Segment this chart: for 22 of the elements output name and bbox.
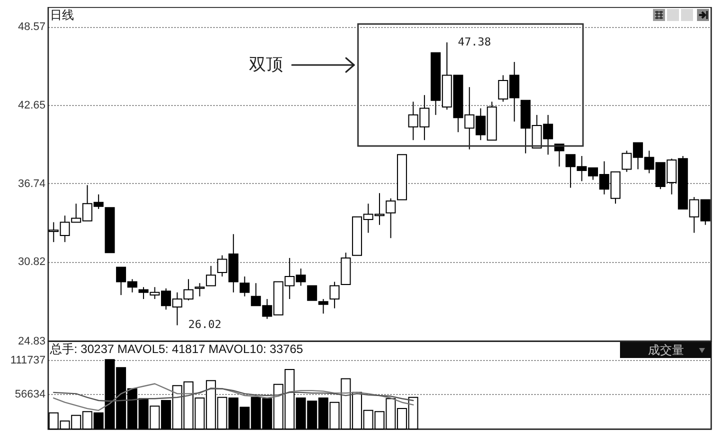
y-tick-label: 36.74 bbox=[18, 178, 46, 190]
chart-title: 总手: 30237 MAVOL5: 41817 MAVOL10: 33765 bbox=[49, 342, 304, 356]
chart-title: 日线 bbox=[50, 8, 74, 22]
annotation: 26.02 bbox=[188, 318, 222, 332]
candlestick bbox=[307, 285, 318, 301]
candlestick bbox=[386, 198, 396, 239]
annotation: 成交量 bbox=[648, 342, 684, 358]
annotation: 双顶 bbox=[249, 55, 283, 75]
y-tick-label: 30.82 bbox=[18, 256, 46, 268]
line-series bbox=[53, 383, 414, 412]
y-tick-label: 56634 bbox=[14, 388, 46, 400]
annotation: 47.38 bbox=[458, 35, 492, 48]
y-tick-label: 111737 bbox=[10, 354, 46, 366]
candlestick bbox=[240, 276, 250, 297]
candlestick bbox=[318, 298, 328, 314]
y-tick-label: 48.57 bbox=[18, 21, 46, 34]
candlestick bbox=[206, 265, 216, 286]
y-tick-label: 42.65 bbox=[18, 100, 46, 112]
candlestick bbox=[194, 282, 205, 297]
y-tick-label: 24.83 bbox=[18, 336, 46, 348]
dropdown: 成交量 bbox=[620, 342, 711, 358]
candlestick bbox=[330, 281, 340, 309]
